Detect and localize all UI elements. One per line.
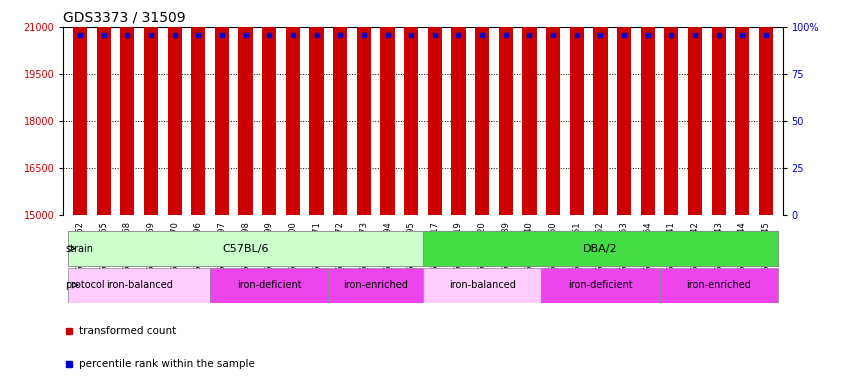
Bar xyxy=(239,0,253,215)
Bar xyxy=(452,0,465,215)
Text: iron-balanced: iron-balanced xyxy=(448,280,515,290)
Text: DBA/2: DBA/2 xyxy=(583,243,618,254)
Text: iron-deficient: iron-deficient xyxy=(569,280,633,290)
Bar xyxy=(428,0,442,215)
Text: iron-deficient: iron-deficient xyxy=(237,280,301,290)
Bar xyxy=(711,0,726,215)
Bar xyxy=(522,0,536,215)
Text: GDS3373 / 31509: GDS3373 / 31509 xyxy=(63,10,186,24)
Bar xyxy=(286,0,300,215)
Bar xyxy=(333,0,348,215)
Bar xyxy=(404,0,418,215)
Bar xyxy=(328,268,423,303)
Bar xyxy=(593,0,607,215)
Bar xyxy=(69,268,210,303)
Text: iron-balanced: iron-balanced xyxy=(106,280,173,290)
Bar xyxy=(735,0,750,215)
Bar xyxy=(144,0,158,215)
Text: percentile rank within the sample: percentile rank within the sample xyxy=(80,359,255,369)
Bar xyxy=(423,268,541,303)
Text: iron-enriched: iron-enriched xyxy=(343,280,408,290)
Bar xyxy=(262,0,277,215)
Bar xyxy=(541,268,660,303)
Text: C57BL/6: C57BL/6 xyxy=(222,243,269,254)
Bar xyxy=(215,0,229,215)
Bar xyxy=(381,0,394,215)
Bar xyxy=(69,231,423,266)
Bar xyxy=(475,0,489,215)
Text: strain: strain xyxy=(65,243,93,254)
Bar xyxy=(569,0,584,215)
Bar xyxy=(617,0,631,215)
Bar xyxy=(310,0,324,215)
Bar xyxy=(640,0,655,215)
Bar xyxy=(191,0,206,215)
Bar xyxy=(688,0,702,215)
Text: transformed count: transformed count xyxy=(80,326,177,336)
Text: protocol: protocol xyxy=(65,280,105,290)
Bar xyxy=(498,0,513,215)
Bar xyxy=(664,0,678,215)
Text: iron-enriched: iron-enriched xyxy=(686,280,751,290)
Bar xyxy=(96,0,111,215)
Bar xyxy=(660,268,777,303)
Bar xyxy=(546,0,560,215)
Bar xyxy=(759,0,773,215)
Bar xyxy=(73,0,87,215)
Bar xyxy=(168,0,182,215)
Bar xyxy=(423,231,777,266)
Bar xyxy=(210,268,328,303)
Bar xyxy=(120,0,135,215)
Bar xyxy=(357,0,371,215)
